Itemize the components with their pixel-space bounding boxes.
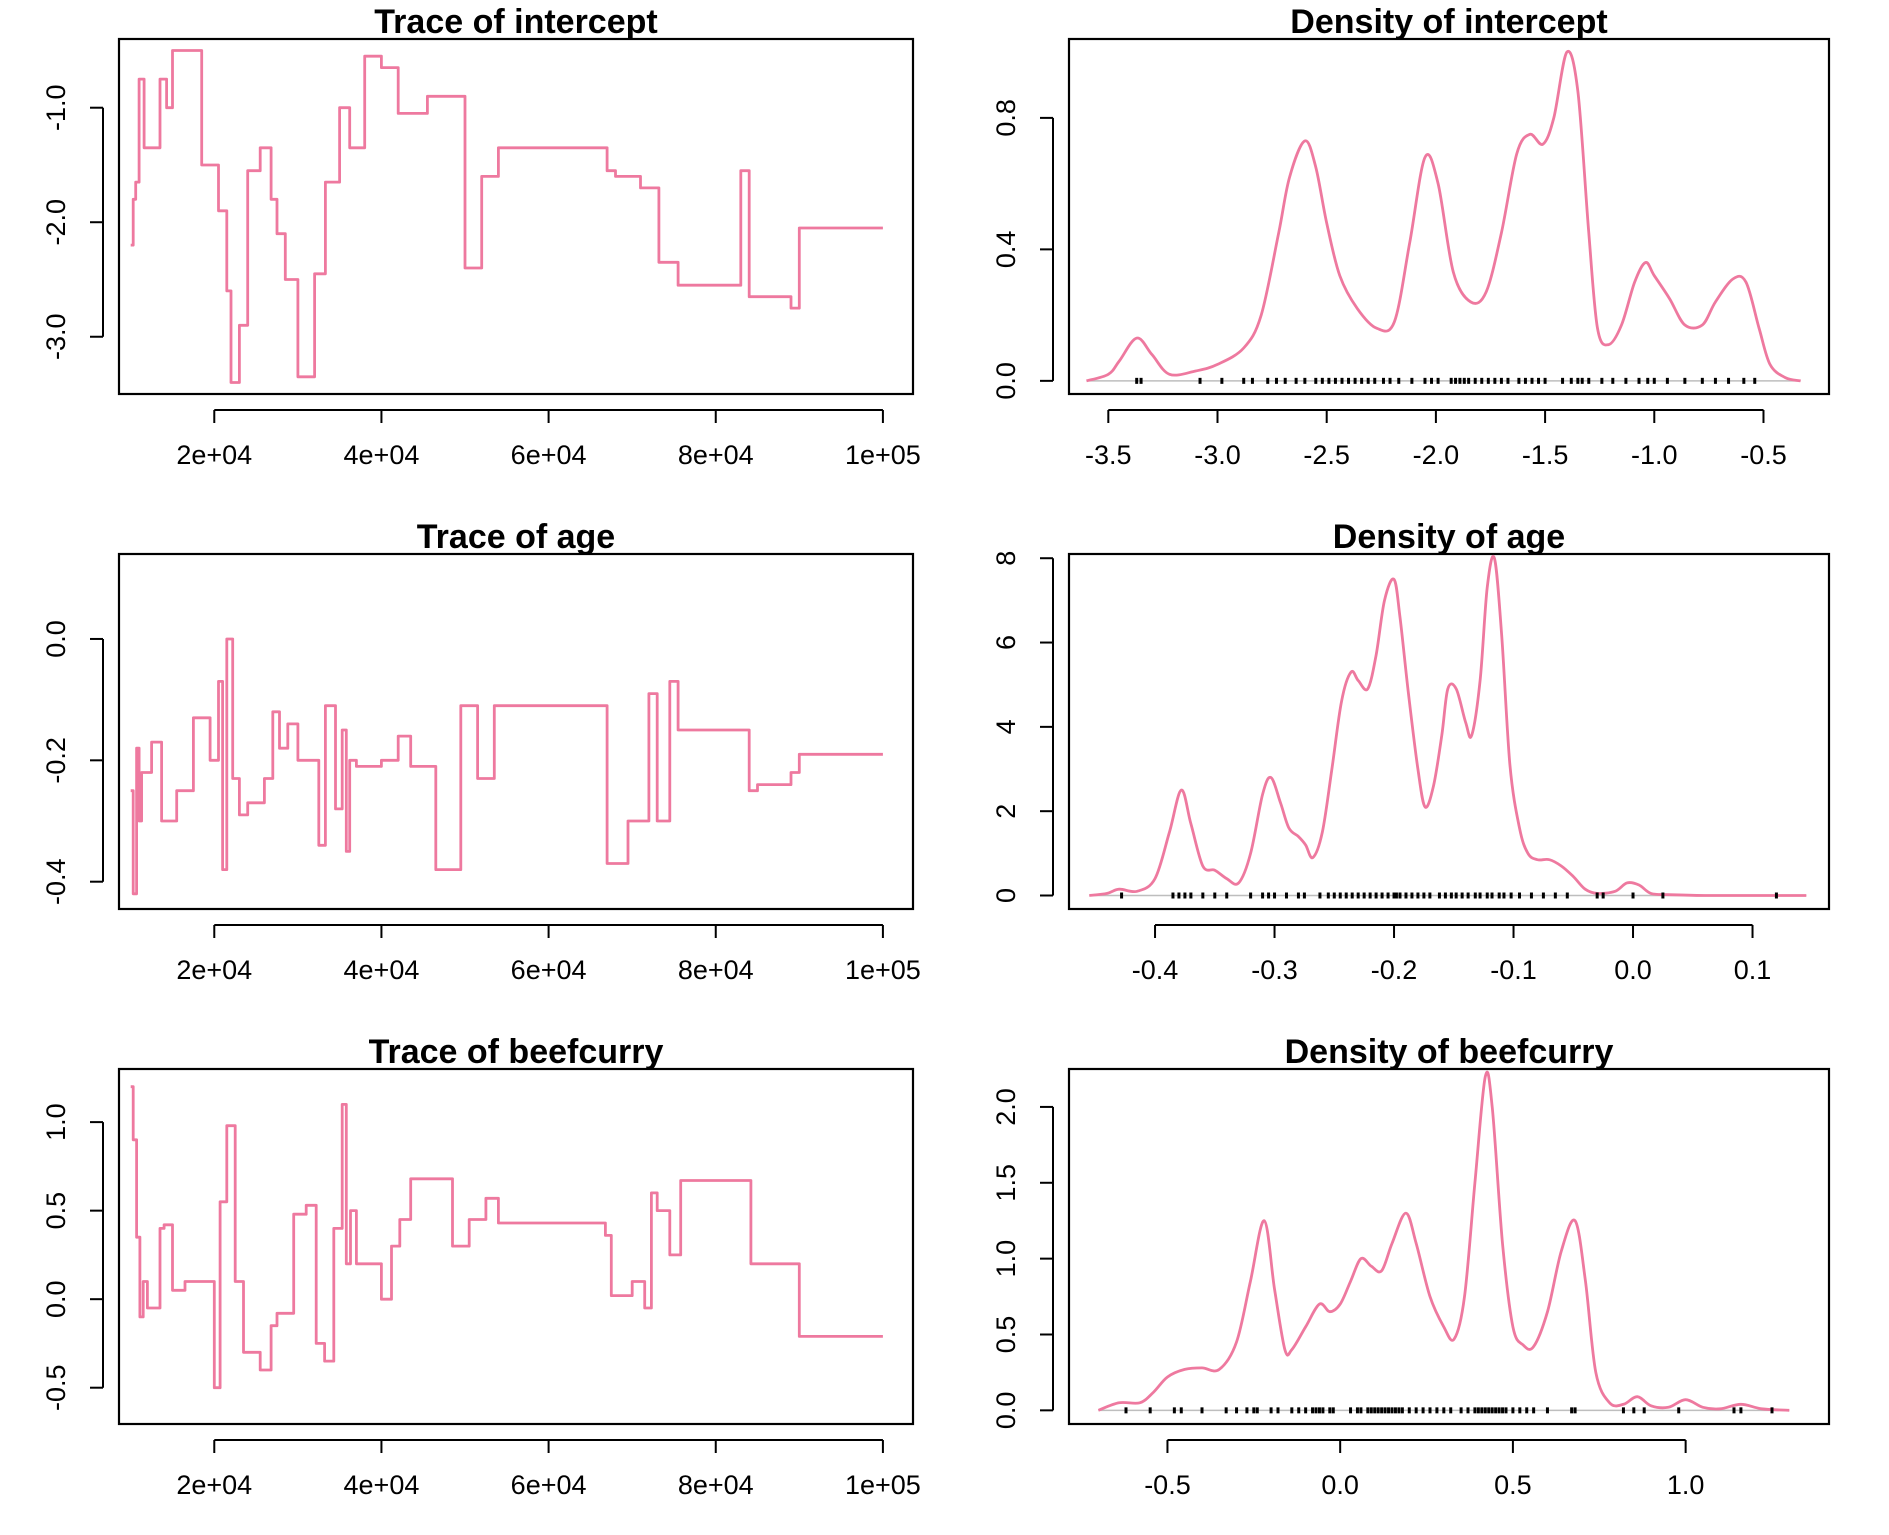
y-tick-label: 0.5 [991,1316,1021,1354]
x-tick-label: 4e+04 [344,440,420,470]
y-tick-label: 8 [991,551,1021,566]
y-tick-label: 2 [991,804,1021,819]
density-curve [1097,1070,1790,1412]
plot-frame [117,37,915,396]
x-tick-label: -0.4 [1132,955,1179,985]
panel-density-intercept: Density of intercept -3.5 -3.0 -2.5 -2.0 -1.… [991,3,1831,470]
chart-title: Density of age [1333,518,1565,556]
x-tick-label: -1.5 [1522,440,1569,470]
x-tick-label: -3.0 [1194,440,1241,470]
x-tick-label: 1e+05 [845,440,921,470]
x-tick-label: 0.5 [1494,1470,1532,1500]
x-tick-label: 2e+04 [176,955,252,985]
y-tick-label: 0.0 [991,362,1021,400]
x-tick-label: 6e+04 [511,440,587,470]
x-tick-label: 1e+05 [845,955,921,985]
y-tick-label: -0.4 [41,858,71,905]
x-tick-label: 8e+04 [678,955,754,985]
y-tick-label: 6 [991,635,1021,650]
x-tick-label: 2e+04 [176,1470,252,1500]
x-tick-label: -2.0 [1413,440,1460,470]
y-tick-label: -0.2 [41,737,71,784]
x-tick-label: -0.3 [1251,955,1298,985]
x-tick-label: 4e+04 [344,955,420,985]
panel-trace-age: Trace of age 2e+04 4e+04 6e+04 8e+04 1e+05 -0… [41,518,921,985]
y-tick-label: -2.0 [41,199,71,246]
x-tick-label: -2.5 [1303,440,1350,470]
chart-title: Trace of intercept [374,3,657,41]
x-tick-label: 8e+04 [678,440,754,470]
y-tick-label: 1.0 [991,1240,1021,1278]
y-tick-label: 0.0 [991,1392,1021,1430]
chart-title: Density of intercept [1290,3,1607,41]
x-tick-label: 0.0 [1321,1470,1359,1500]
density-curve [1089,555,1807,897]
x-tick-label: 1.0 [1667,1470,1705,1500]
y-tick-label: 0.8 [991,99,1021,137]
chart-title: Trace of beefcurry [369,1033,664,1071]
y-tick-label: -1.0 [41,84,71,131]
trace-line [130,637,883,896]
panel-density-beefcurry: Density of beefcurry -0.5 0.0 0.5 1.0 0.0 0.5… [991,1033,1831,1500]
x-tick-label: -0.5 [1740,440,1787,470]
chart-title: Density of beefcurry [1285,1033,1614,1071]
x-tick-label: 0.0 [1614,955,1652,985]
y-tick-label: 0 [991,888,1021,903]
y-tick-label: -3.0 [41,313,71,360]
y-tick-label: 0.0 [41,620,71,658]
y-tick-label: 4 [991,719,1021,734]
x-tick-label: 6e+04 [511,955,587,985]
x-tick-label: 4e+04 [344,1470,420,1500]
x-tick-label: 1e+05 [845,1470,921,1500]
y-tick-label: 2.0 [991,1088,1021,1126]
trace-line [130,1085,883,1390]
y-tick-label: 0.0 [41,1280,71,1318]
x-tick-label: -1.0 [1631,440,1678,470]
y-tick-label: 0.4 [991,231,1021,269]
y-tick-label: 1.5 [991,1164,1021,1202]
plot-frame [117,1067,915,1426]
x-tick-label: 6e+04 [511,1470,587,1500]
density-curve [1086,49,1801,383]
plot-frame [1067,552,1831,911]
y-tick-label: -0.5 [41,1364,71,1411]
panel-trace-beefcurry: Trace of beefcurry 2e+04 4e+04 6e+04 8e+04 1… [41,1033,921,1500]
y-tick-label: 1.0 [41,1103,71,1141]
panel-trace-intercept: Trace of intercept 2e+04 4e+04 6e+04 8e+04 1… [41,3,921,470]
x-tick-label: -0.2 [1371,955,1418,985]
plot-frame [1067,37,1831,396]
x-tick-label: 8e+04 [678,1470,754,1500]
plot-frame [117,552,915,911]
x-tick-label: 2e+04 [176,440,252,470]
trace-line [130,49,883,384]
x-tick-label: -0.5 [1144,1470,1191,1500]
y-tick-label: 0.5 [41,1192,71,1230]
x-tick-label: -3.5 [1085,440,1132,470]
chart-title: Trace of age [417,518,615,556]
panel-density-age: Density of age -0.4 -0.3 -0.2 -0.1 0.0 0.1 0 2 4… [991,518,1831,985]
x-tick-label: 0.1 [1734,955,1772,985]
plot-frame [1067,1067,1831,1426]
x-tick-label: -0.1 [1490,955,1537,985]
